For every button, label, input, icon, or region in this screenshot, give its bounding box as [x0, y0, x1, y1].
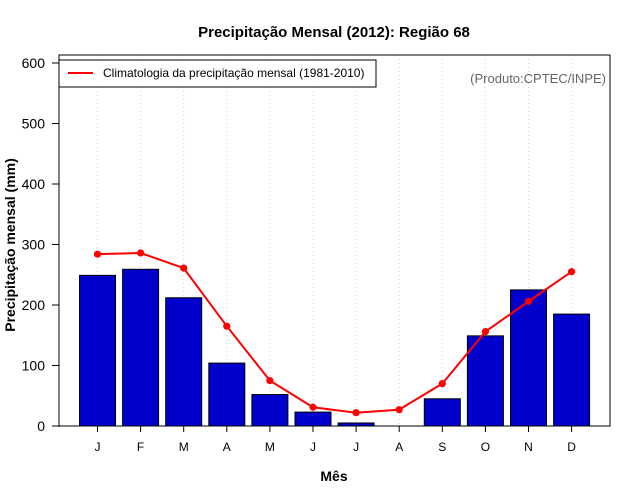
y-tick-label: 400: [22, 176, 46, 192]
line-point: [568, 268, 576, 276]
line-point: [180, 264, 188, 272]
y-tick-label: 0: [37, 418, 45, 434]
bar: [79, 274, 116, 427]
bars: [79, 268, 591, 427]
bar: [251, 394, 289, 427]
line-point: [438, 380, 446, 388]
y-tick-label: 100: [22, 358, 46, 374]
x-tick-label: A: [395, 440, 403, 454]
source-annotation: (Produto:CPTEC/INPE): [470, 71, 606, 86]
bar: [122, 268, 160, 427]
x-tick-label: M: [265, 440, 275, 454]
bar: [510, 289, 547, 427]
x-tick-label: O: [481, 440, 490, 454]
x-tick-label: N: [524, 440, 533, 454]
line-point: [93, 250, 102, 258]
line-point: [395, 406, 403, 414]
x-tick-label: A: [223, 440, 231, 454]
line-point: [352, 409, 360, 417]
climatology-line: [93, 249, 576, 417]
x-tick-label: J: [95, 440, 101, 454]
series-line: [97, 251, 573, 414]
line-point: [524, 297, 533, 305]
line-point: [266, 377, 274, 385]
line-point: [137, 249, 145, 257]
y-tick-label: 500: [22, 116, 46, 132]
x-axis-label: Mês: [320, 468, 347, 484]
x-tick-label: M: [179, 440, 189, 454]
bar: [553, 313, 591, 427]
bar: [294, 411, 332, 427]
line-point: [223, 322, 231, 330]
bar: [466, 335, 504, 427]
bar: [208, 362, 246, 427]
y-tick-label: 200: [22, 297, 46, 313]
y-axis-label: Precipitação mensal (mm): [2, 158, 18, 332]
line-point: [309, 403, 317, 411]
bar: [165, 297, 203, 427]
legend-box: [58, 59, 377, 88]
x-tick-label: J: [353, 440, 359, 454]
legend: Climatologia da precipitação mensal (198…: [58, 59, 377, 88]
y-tick-label: 600: [22, 55, 46, 71]
legend-label: Climatologia da precipitação mensal (198…: [103, 66, 364, 80]
line-point: [481, 328, 489, 336]
chart-title: Precipitação Mensal (2012): Região 68: [198, 24, 470, 41]
x-tick-label: S: [438, 440, 446, 454]
x-tick-label: F: [137, 440, 144, 454]
bar: [423, 398, 461, 427]
y-tick-label: 300: [22, 237, 46, 253]
y-axis: 0 100 200 300 400 500 600: [22, 55, 60, 434]
x-tick-label: J: [310, 440, 316, 454]
x-tick-label: D: [567, 440, 576, 454]
